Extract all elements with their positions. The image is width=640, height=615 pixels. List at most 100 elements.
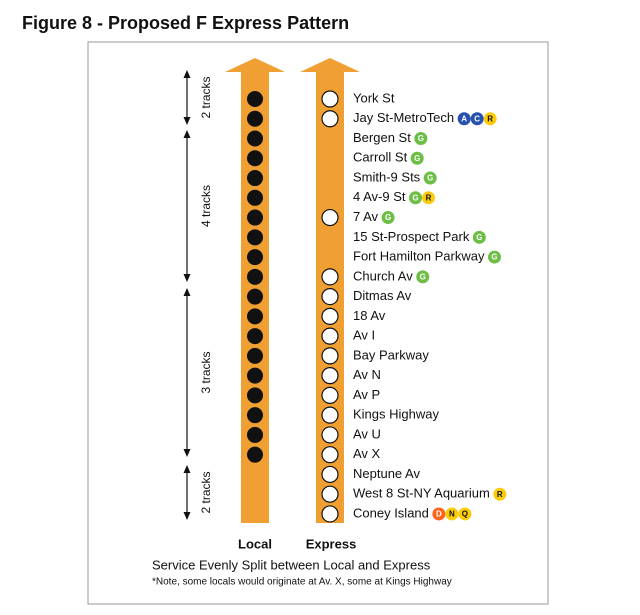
- local-stop: [247, 91, 263, 107]
- route-bullet: [483, 112, 497, 126]
- route-bullet: [432, 507, 446, 521]
- route-letter: R: [426, 193, 432, 202]
- caption: Service Evenly Split between Local and E…: [152, 557, 431, 572]
- express-stop: [321, 268, 339, 286]
- station-name: 15 St-Prospect Park: [353, 229, 470, 244]
- local-stop: [247, 426, 263, 443]
- arrowhead: [183, 449, 191, 457]
- express-stop: [321, 406, 339, 424]
- local-stop: [247, 130, 263, 147]
- local-stop: [247, 209, 263, 226]
- route-bullet: [423, 171, 437, 185]
- station-name: Carroll St: [353, 150, 408, 165]
- station-name: 7 Av: [353, 209, 379, 224]
- station-name: Coney Island: [353, 505, 429, 520]
- route-letter: G: [420, 272, 426, 281]
- station-name: Bergen St: [353, 130, 411, 145]
- station-name: Av X: [353, 446, 381, 461]
- express-stop: [321, 465, 339, 484]
- route-letter: A: [461, 114, 467, 123]
- arrowhead: [183, 274, 191, 282]
- express-stop: [321, 208, 339, 227]
- arrowhead: [183, 130, 191, 138]
- frame: [87, 41, 549, 605]
- local-stop: [247, 249, 263, 266]
- arrowhead: [183, 465, 191, 473]
- station-name: Av P: [353, 387, 380, 402]
- arrowhead: [183, 512, 191, 520]
- station-name: York St: [353, 90, 395, 105]
- station-name: Fort Hamilton Parkway: [353, 249, 485, 264]
- station-name: Kings Highway: [353, 407, 439, 422]
- station-name: 18 Av: [353, 308, 386, 323]
- express-stop: [321, 386, 339, 404]
- track-label: 3 tracks: [199, 351, 213, 393]
- route-letter: R: [497, 490, 503, 499]
- express-stop: [321, 90, 339, 108]
- route-bullet: [381, 211, 395, 225]
- route-bullet: [416, 270, 430, 284]
- route-bullet: [470, 112, 484, 126]
- local-stop: [247, 347, 263, 364]
- route-letter: G: [418, 134, 424, 143]
- route-letter: G: [385, 213, 391, 222]
- route-letter: N: [449, 510, 455, 519]
- local-stop: [247, 367, 263, 384]
- local-stop: [247, 110, 263, 127]
- route-letter: Q: [462, 510, 468, 519]
- route-bullet: [493, 487, 507, 501]
- track-label: 4 tracks: [199, 185, 213, 227]
- route-bullet: [445, 507, 459, 521]
- route-letter: G: [414, 154, 420, 163]
- route-bullet: [458, 507, 472, 521]
- express-stop: [321, 367, 339, 385]
- track-span: 3 tracks: [183, 288, 213, 457]
- express-stop: [321, 327, 339, 345]
- station-name: Neptune Av: [353, 466, 420, 481]
- track-span: 4 tracks: [183, 130, 213, 282]
- route-bullet: [472, 230, 486, 244]
- station-name: Smith-9 Sts: [353, 169, 421, 184]
- route-bullet: [457, 112, 471, 126]
- route-letter: G: [427, 174, 433, 183]
- route-bullet: [422, 191, 436, 205]
- route-letter: R: [487, 114, 493, 123]
- track-label: 2 tracks: [199, 471, 213, 513]
- station-name: Av I: [353, 328, 375, 343]
- local-stop: [247, 288, 263, 305]
- track-span: 2 tracks: [183, 465, 213, 520]
- track-span: 2 tracks: [183, 70, 213, 125]
- express-stop: [321, 485, 339, 503]
- express-label: Express: [306, 536, 357, 551]
- local-stop: [247, 229, 263, 246]
- express-stop: [321, 446, 339, 464]
- arrowhead: [183, 117, 191, 125]
- local-stop: [247, 268, 263, 285]
- route-letter: G: [412, 193, 418, 202]
- arrowhead: [183, 288, 191, 296]
- station-name: West 8 St-NY Aquarium: [353, 486, 490, 501]
- local-stop: [247, 308, 263, 325]
- route-letter: G: [476, 233, 482, 242]
- express-stop: [321, 307, 339, 325]
- route-letter: G: [491, 253, 497, 262]
- express-stop: [321, 505, 339, 523]
- station-name: Bay Parkway: [353, 347, 429, 362]
- local-stop: [247, 189, 263, 206]
- station-name: Ditmas Av: [353, 288, 412, 303]
- note: *Note, some locals would originate at Av…: [152, 577, 452, 588]
- local-stop: [247, 387, 263, 404]
- station-name: Av N: [353, 367, 381, 382]
- local-stop: [247, 328, 263, 345]
- route-bullet: [487, 250, 501, 264]
- express-stop: [321, 347, 339, 365]
- express-stop: [321, 426, 339, 444]
- express-stop: [321, 288, 339, 306]
- route-bullet: [410, 151, 424, 165]
- route-bullet: [414, 132, 428, 146]
- local-stop: [247, 407, 263, 424]
- station-name: Jay St-MetroTech: [353, 110, 454, 125]
- route-letter: C: [474, 114, 480, 123]
- local-stop: [247, 170, 263, 187]
